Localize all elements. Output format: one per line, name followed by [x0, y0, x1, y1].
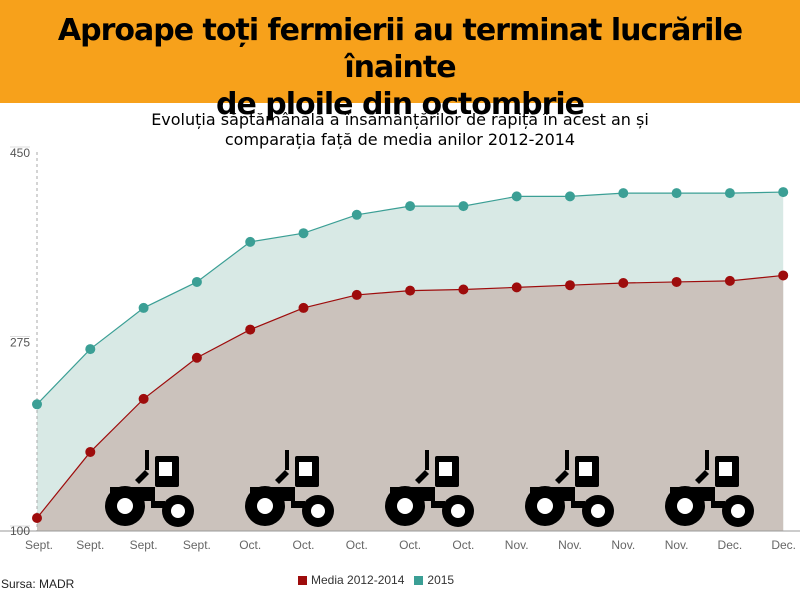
data-point-media: [191, 352, 202, 363]
data-point-layer: [32, 187, 789, 524]
data-point-2015: [351, 209, 362, 220]
x-tick-label: Sept.: [76, 538, 104, 552]
data-point-2015: [458, 201, 469, 212]
x-tick-label: Sept.: [183, 538, 211, 552]
data-point-2015: [298, 228, 309, 239]
data-point-media: [671, 276, 682, 287]
x-tick-label: Nov.: [611, 538, 635, 552]
x-tick-label: Oct.: [292, 538, 314, 552]
legend-label-2015: 2015: [427, 573, 455, 587]
data-point-2015: [618, 188, 629, 199]
data-point-2015: [778, 187, 789, 198]
data-point-2015: [671, 188, 682, 199]
data-point-2015: [565, 191, 575, 202]
data-point-media: [138, 393, 149, 404]
subtitle-line-2: comparația față de media anilor 2012-201…: [224, 130, 576, 149]
chart-legend: Media 2012-2014 2015: [298, 573, 464, 587]
data-point-2015: [85, 344, 96, 355]
area-layer: [37, 192, 784, 531]
data-point-media: [245, 324, 256, 335]
y-tick-label: 450: [10, 146, 30, 160]
x-tick-label: Nov.: [558, 538, 582, 552]
data-point-media: [85, 446, 96, 457]
subtitle-line-1: Evoluția săptămânală a însămânțărilor de…: [151, 110, 649, 129]
data-point-2015: [138, 302, 149, 313]
data-point-media: [32, 513, 42, 524]
chart-subtitle: Evoluția săptămânală a însămânțărilor de…: [100, 110, 700, 150]
legend-item-media: Media 2012-2014: [298, 573, 404, 587]
x-tick-label: Oct.: [239, 538, 261, 552]
x-tick-label: Dec.: [718, 538, 743, 552]
data-point-media: [778, 270, 789, 281]
title-banner: Aproape toți fermierii au terminat lucră…: [0, 0, 800, 122]
y-tick-label: 100: [10, 524, 30, 538]
data-point-media: [298, 302, 309, 313]
data-point-media: [511, 282, 522, 293]
data-point-2015: [32, 399, 42, 410]
legend-swatch-2015: [414, 575, 424, 585]
data-point-media: [405, 285, 416, 296]
data-point-2015: [511, 191, 522, 202]
x-tick-label: Dec.: [771, 538, 796, 552]
x-tick-label: Nov.: [505, 538, 529, 552]
source-note: Sursa: MADR: [1, 577, 75, 591]
data-point-media: [724, 275, 735, 286]
data-point-media: [618, 278, 629, 289]
page-title: Aproape toți fermierii au terminat lucră…: [0, 12, 800, 123]
x-tick-label: Nov.: [665, 538, 689, 552]
axis-layer: [0, 146, 800, 532]
data-point-2015: [405, 201, 416, 212]
legend-label-media: Media 2012-2014: [311, 573, 405, 587]
area-chart: 100 275 450 Sept. Sept. Sept. Sept. Oct. Oct. Oct…: [0, 146, 800, 552]
x-tick-label: Oct.: [452, 538, 474, 552]
data-point-2015: [191, 276, 202, 287]
y-tick-label: 275: [10, 336, 30, 350]
data-point-media: [565, 280, 575, 291]
legend-item-2015: 2015: [414, 573, 454, 587]
data-point-2015: [245, 236, 256, 247]
title-line-1: Aproape toți fermierii au terminat lucră…: [57, 13, 743, 85]
x-tick-label: Oct.: [346, 538, 368, 552]
x-tick-label: Oct.: [399, 538, 421, 552]
title-line-2: de ploile din octombrie: [215, 87, 585, 122]
legend-swatch-media: [298, 575, 307, 585]
data-point-media: [351, 289, 362, 300]
tick-label-layer: 100 275 450 Sept. Sept. Sept. Sept. Oct. Oct. Oct…: [10, 146, 796, 552]
x-tick-label: Sept.: [130, 538, 158, 552]
x-tick-label: Sept.: [25, 538, 53, 552]
data-point-2015: [724, 188, 735, 199]
data-point-media: [458, 284, 469, 295]
